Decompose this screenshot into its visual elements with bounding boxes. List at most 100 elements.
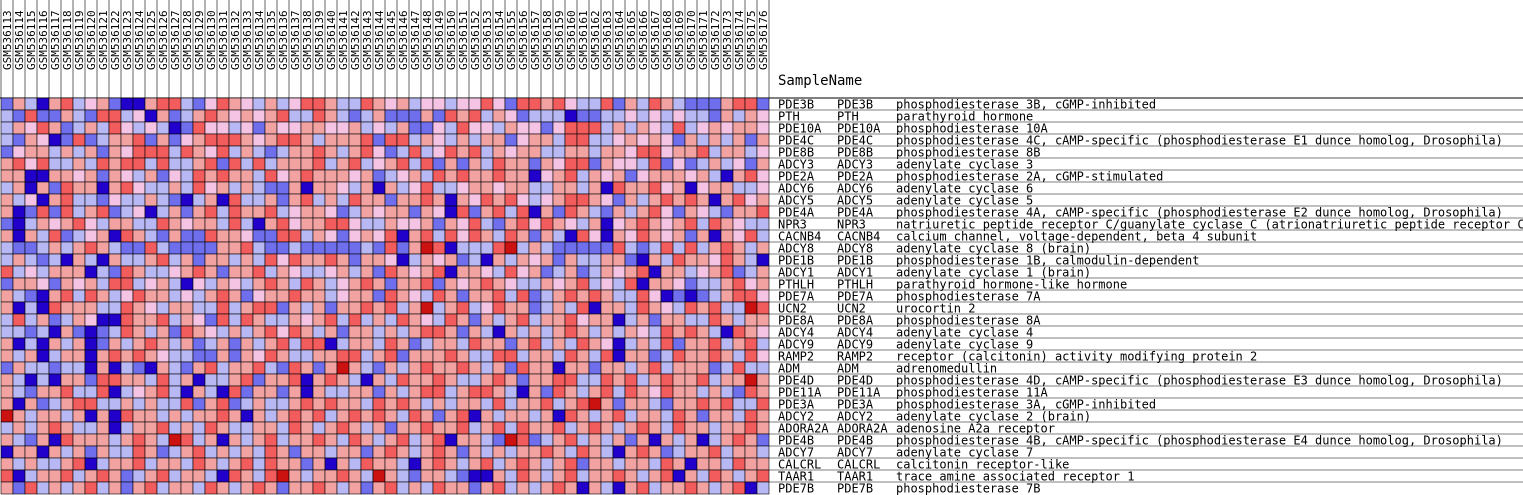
heatmap-cell [552,481,566,495]
heatmap-cell [156,385,170,399]
heatmap-cell [480,289,494,303]
heatmap-cell [384,169,398,183]
heatmap-cell [420,289,434,303]
heatmap-cell [132,361,146,375]
heatmap-cell [660,241,674,255]
heatmap-cell [120,445,134,459]
column-label-GSM536148: GSM536148 [421,10,434,70]
heatmap-cell [708,361,722,375]
heatmap-cell [132,337,146,351]
heatmap-cell [60,397,74,411]
heatmap-cell [600,373,614,387]
heatmap-cell [732,301,746,315]
heatmap-cell [624,481,638,495]
heatmap-cell [204,181,218,195]
heatmap-cell [156,469,170,483]
heatmap-cell [120,169,134,183]
heatmap-cell [456,409,470,423]
heatmap-cell [96,469,110,483]
heatmap-cell [672,445,686,459]
heatmap-cell [504,361,518,375]
row-label-id: PDE10A [778,122,822,136]
heatmap-cell [120,325,134,339]
heatmap-cell [552,349,566,363]
heatmap-cell [120,97,134,111]
heatmap-cell [732,361,746,375]
column-label-GSM536128: GSM536128 [181,10,194,70]
heatmap-cell [684,469,698,483]
heatmap-cell [432,373,446,387]
heatmap-cell [756,433,770,447]
heatmap-cell [684,373,698,387]
heatmap-cell [132,253,146,267]
heatmap-cell [288,445,302,459]
heatmap-cell [600,469,614,483]
heatmap-cell [264,385,278,399]
row-label-id: ADM [778,362,800,376]
heatmap-cell [444,193,458,207]
heatmap-cell [240,349,254,363]
heatmap-cell [468,157,482,171]
heatmap-cell [552,397,566,411]
heatmap-cell [348,349,362,363]
heatmap-cell [444,157,458,171]
heatmap-cell [300,385,314,399]
heatmap-cell [528,229,542,243]
heatmap-cell [312,169,326,183]
heatmap-cell [264,241,278,255]
heatmap-cell [456,385,470,399]
heatmap-cell [720,277,734,291]
heatmap-cell [576,457,590,471]
heatmap-cell [480,325,494,339]
heatmap-cell [240,397,254,411]
heatmap-cell [144,133,158,147]
heatmap-cell [72,409,86,423]
heatmap-cell [672,313,686,327]
heatmap-cell [312,337,326,351]
heatmap-cell [564,97,578,111]
heatmap-cell [444,385,458,399]
heatmap-cell [432,145,446,159]
heatmap-cell [444,169,458,183]
heatmap-cell [264,325,278,339]
heatmap-cell [408,205,422,219]
heatmap-cell [672,121,686,135]
heatmap-cell [456,301,470,315]
heatmap-cell [288,253,302,267]
heatmap-cell [300,325,314,339]
heatmap-cell [672,97,686,111]
heatmap-cell [480,433,494,447]
row-label-id: ADCY7 [778,446,814,460]
heatmap-cell [612,217,626,231]
heatmap-cell [312,469,326,483]
heatmap-cell [456,169,470,183]
heatmap-cell [528,373,542,387]
heatmap-cell [600,145,614,159]
heatmap-cell [192,181,206,195]
heatmap-cell [744,217,758,231]
heatmap-cell [600,289,614,303]
heatmap-cell [516,97,530,111]
heatmap-cell [396,265,410,279]
heatmap-cell [528,265,542,279]
heatmap-cell [588,145,602,159]
heatmap-cell [0,397,14,411]
heatmap-cell [288,457,302,471]
heatmap-cell [348,253,362,267]
row-label-id: ADORA2A [778,422,829,436]
heatmap-cell [480,169,494,183]
heatmap-cell [600,457,614,471]
heatmap-cell [144,433,158,447]
heatmap-cell [480,409,494,423]
heatmap-cell [576,397,590,411]
heatmap-cell [660,361,674,375]
heatmap-cell [192,481,206,495]
heatmap-cell [60,229,74,243]
heatmap-cell [624,289,638,303]
heatmap-cell [504,133,518,147]
heatmap-cell [648,397,662,411]
heatmap-cell [156,361,170,375]
heatmap-cell [120,217,134,231]
heatmap-cell [564,397,578,411]
heatmap-cell [468,385,482,399]
